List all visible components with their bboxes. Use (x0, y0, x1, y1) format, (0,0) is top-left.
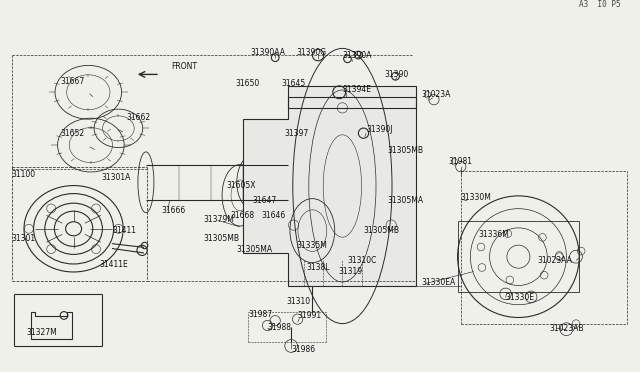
Text: 31305MB: 31305MB (387, 146, 423, 155)
Text: 31390G: 31390G (296, 48, 326, 57)
Text: FRONT: FRONT (172, 62, 198, 71)
Text: 31100: 31100 (12, 170, 36, 179)
Text: 3138L: 3138L (306, 263, 330, 272)
Text: 31986: 31986 (291, 345, 316, 354)
Text: 31667: 31667 (61, 77, 85, 86)
Text: 31394E: 31394E (342, 85, 371, 94)
Text: 31987: 31987 (248, 310, 273, 319)
Text: A3  I0 P5: A3 I0 P5 (579, 0, 621, 9)
Text: 31330M: 31330M (461, 193, 492, 202)
Text: 31411E: 31411E (99, 260, 128, 269)
Text: 31605X: 31605X (226, 182, 255, 190)
Text: 31305MA: 31305MA (237, 245, 273, 254)
Text: 31301A: 31301A (101, 173, 131, 182)
Text: 31330E: 31330E (506, 293, 534, 302)
Text: 31390AA: 31390AA (251, 48, 286, 57)
Text: 31330EA: 31330EA (421, 278, 456, 287)
Text: 31397: 31397 (285, 129, 309, 138)
Text: 31645: 31645 (282, 79, 306, 88)
Text: 31336M: 31336M (479, 230, 509, 239)
Text: 31023AA: 31023AA (538, 256, 572, 265)
Text: 31666: 31666 (161, 206, 186, 215)
Text: 31988: 31988 (268, 323, 292, 332)
Text: 31327M: 31327M (27, 328, 58, 337)
Text: 31390A: 31390A (342, 51, 372, 60)
Text: 31305MA: 31305MA (387, 196, 423, 205)
Text: 31023AB: 31023AB (549, 324, 584, 333)
Text: 31991: 31991 (298, 311, 322, 320)
Text: 31646: 31646 (261, 211, 285, 220)
Text: 31310: 31310 (287, 297, 311, 306)
Text: 31981: 31981 (448, 157, 472, 166)
Text: 31305MB: 31305MB (204, 234, 239, 243)
Text: 31662: 31662 (127, 113, 151, 122)
Text: 31305MB: 31305MB (364, 226, 399, 235)
Text: 31647: 31647 (253, 196, 277, 205)
Text: 31319: 31319 (338, 267, 362, 276)
Text: 31335M: 31335M (296, 241, 327, 250)
Polygon shape (243, 86, 416, 286)
Text: 31652: 31652 (61, 129, 85, 138)
Text: 31650: 31650 (236, 79, 260, 88)
Text: 31023A: 31023A (421, 90, 451, 99)
Text: 31411: 31411 (112, 226, 136, 235)
Text: 31390J: 31390J (367, 125, 393, 134)
Text: 31310C: 31310C (348, 256, 377, 265)
Text: 31379M: 31379M (204, 215, 234, 224)
Text: 31668: 31668 (230, 211, 255, 220)
Text: 31301: 31301 (12, 234, 36, 243)
Text: 31390: 31390 (384, 70, 408, 79)
